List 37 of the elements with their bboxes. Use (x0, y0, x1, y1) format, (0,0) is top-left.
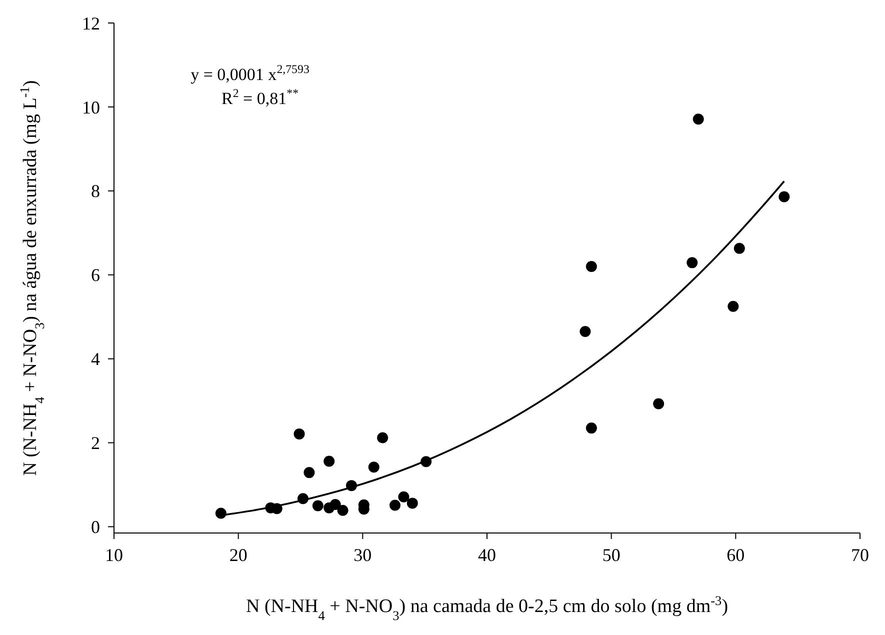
point (330, 498, 341, 510)
x-axis-title: N (N-NH$_{4}$ + N-NO$_{3}$) na camada de 0-2,5 cm do solo (mg dm$^{-3}$) (246, 592, 728, 622)
point (734, 242, 745, 254)
point (389, 500, 400, 511)
y-tick-label: 10 (82, 97, 100, 118)
x-tick-label: 70 (851, 545, 869, 565)
point (312, 500, 324, 512)
x-tick-label: 60 (726, 545, 745, 565)
y-tick-label: 2 (91, 433, 100, 454)
annotation: R$^{2}$ = 0,81$^{**}$ (221, 86, 299, 108)
point (368, 462, 380, 473)
point (728, 300, 739, 312)
point (653, 398, 664, 410)
point (294, 428, 305, 440)
point (586, 422, 597, 434)
point (304, 467, 315, 478)
y-tick-label: 12 (82, 13, 100, 34)
y-tick-label: 6 (91, 265, 100, 286)
x-tick-label: 40 (478, 545, 496, 565)
y-tick-label: 0 (91, 517, 100, 538)
point (406, 498, 418, 509)
point (692, 114, 704, 125)
point (586, 260, 597, 272)
x-tick-label: 10 (105, 545, 123, 565)
point (398, 491, 410, 502)
point (778, 191, 790, 202)
x-tick-label: 30 (354, 545, 372, 565)
point (377, 432, 388, 444)
point (686, 257, 698, 268)
y-tick-label: 4 (91, 349, 100, 370)
point (324, 456, 335, 467)
annotation: y = 0,0001 x$^{2,7593}$ (190, 62, 310, 84)
x-tick-label: 50 (602, 545, 620, 565)
y-tick-label: 8 (91, 181, 100, 202)
x-tick-label: 20 (229, 545, 248, 565)
point (337, 504, 348, 516)
point (580, 326, 591, 338)
